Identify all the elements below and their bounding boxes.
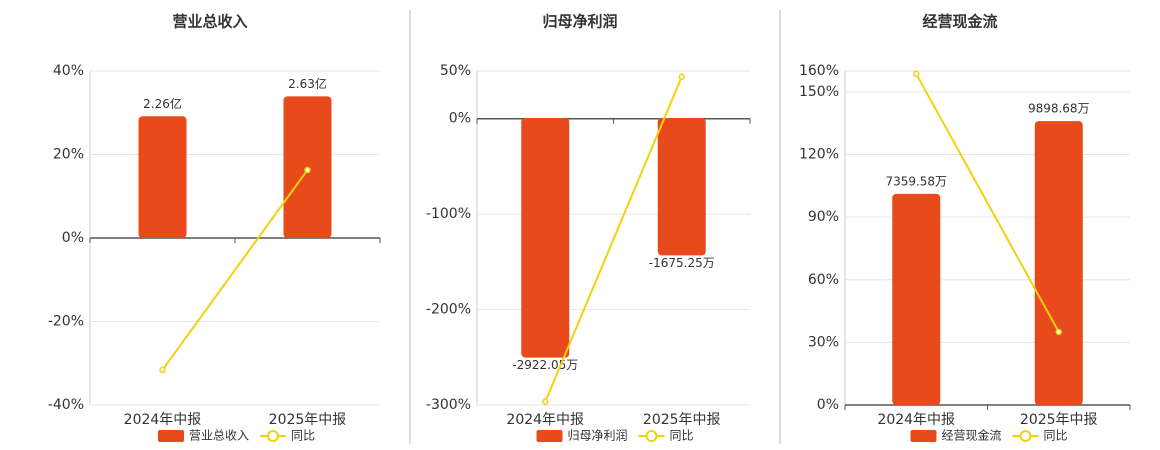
data-label: -1675.25万 [649, 256, 715, 270]
legend-label: 经营现金流 [942, 428, 1002, 443]
line-point [1055, 328, 1062, 336]
line-point [159, 366, 166, 374]
bar [138, 116, 187, 238]
line [544, 76, 683, 403]
y-tick-label: -200% [426, 302, 471, 318]
y-tick-label: 60% [808, 272, 839, 288]
legend-swatch [536, 430, 563, 442]
data-label: 2.63亿 [288, 76, 327, 91]
data-label: 7359.58万 [885, 174, 947, 188]
x-tick-label: 2025年中报 [1020, 412, 1098, 428]
legend-label: 同比 [670, 429, 694, 443]
line-point [304, 166, 311, 174]
data-label: -2922.05万 [512, 358, 578, 372]
legend-swatch [267, 430, 279, 442]
legend-swatch [910, 430, 937, 442]
y-tick-label: -40% [48, 397, 84, 413]
chart-title: 经营现金流 [922, 13, 997, 31]
legend-swatch [645, 430, 658, 442]
line-point [913, 70, 920, 78]
y-tick-label: 90% [808, 209, 839, 225]
legend-label: 同比 [291, 429, 315, 443]
y-tick-label: 50% [440, 63, 471, 79]
bar [892, 193, 941, 405]
y-tick-label: -100% [426, 206, 471, 222]
y-tick-label: 160% [799, 63, 839, 79]
x-tick-label: 2024年中报 [506, 412, 584, 428]
y-tick-label: 120% [799, 147, 839, 163]
y-tick-label: -300% [426, 397, 471, 413]
legend-label: 同比 [1044, 429, 1068, 443]
y-tick-label: -20% [48, 314, 84, 330]
y-tick-label: 30% [808, 334, 839, 350]
bar [1034, 121, 1083, 405]
x-tick-label: 2025年中报 [269, 412, 347, 428]
line-point [678, 73, 685, 80]
bar [657, 117, 706, 256]
y-tick-label: 0% [817, 397, 839, 413]
line [915, 73, 1060, 333]
data-label: 2.26亿 [143, 96, 182, 111]
legend-swatch [1019, 430, 1032, 442]
y-tick-label: 20% [53, 147, 84, 163]
x-tick-label: 2024年中报 [877, 412, 955, 428]
y-tick-label: 0% [62, 230, 84, 246]
legend-label: 归母净利润 [568, 429, 628, 443]
legend-swatch [158, 430, 184, 442]
data-label: 9898.68万 [1028, 102, 1090, 116]
line-point [542, 398, 549, 406]
y-tick-label: 40% [53, 63, 84, 79]
chart-title: 营业总收入 [172, 13, 247, 31]
line [161, 169, 309, 371]
y-tick-label: 0% [449, 111, 471, 127]
legend-label: 营业总收入 [189, 429, 249, 443]
bar [521, 117, 570, 358]
x-tick-label: 2025年中报 [643, 412, 721, 428]
x-tick-label: 2024年中报 [124, 412, 202, 428]
y-tick-label: 150% [799, 84, 839, 100]
chart-title: 归母净利润 [542, 13, 617, 31]
